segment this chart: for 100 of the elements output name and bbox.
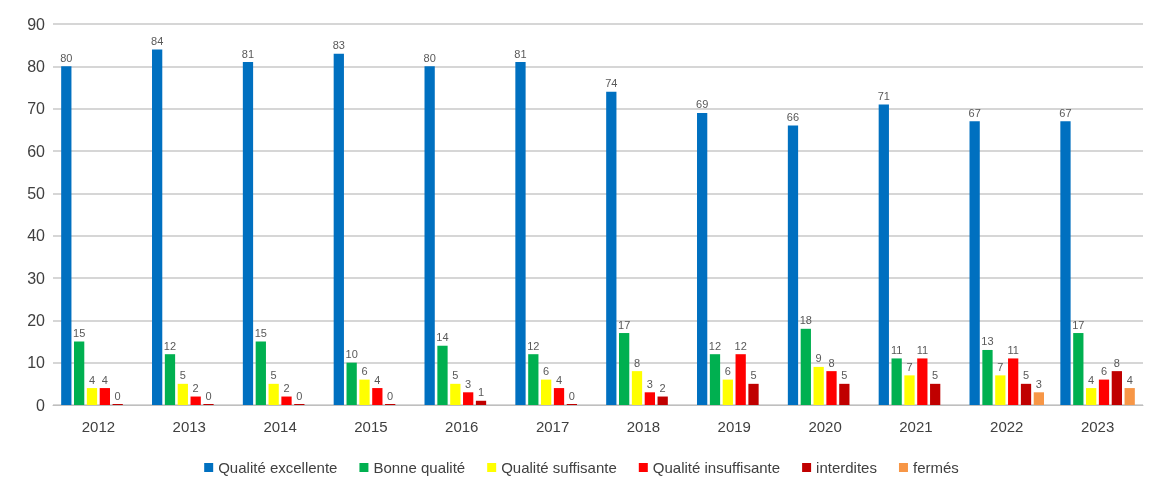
bar	[553, 388, 565, 405]
data-label: 8	[828, 356, 835, 369]
y-tick-label: 40	[27, 227, 46, 245]
data-label: 0	[387, 389, 394, 402]
data-label: 6	[1100, 365, 1108, 378]
bar	[61, 66, 72, 405]
data-label: 0	[568, 389, 575, 402]
bar	[917, 358, 928, 405]
bar	[644, 392, 655, 405]
y-tick-label: 60	[27, 142, 46, 160]
data-label: 2	[283, 382, 290, 395]
data-label: 3	[1035, 377, 1042, 390]
data-label: 81	[241, 47, 255, 60]
bar	[1098, 379, 1110, 405]
y-tick-label: 70	[27, 100, 46, 118]
bar	[528, 354, 539, 405]
data-label: 84	[151, 34, 164, 47]
data-label: 0	[114, 389, 121, 402]
data-label: 74	[605, 77, 618, 90]
data-label: 8	[633, 356, 641, 369]
y-tick-label: 90	[27, 15, 46, 33]
bar	[930, 383, 941, 405]
data-label: 5	[932, 369, 939, 382]
data-label: 67	[968, 106, 981, 119]
legend-label: Bonne qualité	[373, 459, 466, 476]
bar	[1033, 392, 1044, 405]
data-label: 4	[88, 373, 96, 386]
data-label: 4	[374, 373, 381, 386]
data-label: 15	[254, 327, 267, 339]
bar	[86, 388, 98, 405]
data-label: 69	[696, 98, 709, 111]
y-tick-label: 30	[27, 269, 46, 287]
bar	[748, 383, 759, 405]
data-label: 4	[1088, 373, 1095, 386]
bar	[995, 375, 1006, 405]
data-label: 4	[101, 373, 108, 386]
bar	[1008, 358, 1019, 405]
legend-label: Qualité suffisante	[501, 459, 617, 476]
bar	[813, 366, 824, 405]
bar	[904, 375, 915, 405]
data-label: 12	[734, 339, 747, 352]
data-label: 66	[786, 111, 800, 124]
bar	[152, 49, 163, 405]
bar	[878, 104, 889, 405]
bar	[450, 383, 461, 405]
y-tick-label: 20	[27, 311, 46, 329]
y-tick-label: 0	[36, 396, 46, 414]
legend-label: interdites	[816, 459, 877, 476]
x-tick-label: 2014	[263, 418, 297, 435]
bar	[982, 349, 993, 405]
y-tick-label: 50	[27, 184, 46, 202]
data-label: 67	[1059, 106, 1072, 119]
data-label: 5	[1022, 369, 1030, 382]
bar	[437, 345, 448, 405]
legend-label: Qualité insuffisante	[652, 459, 781, 476]
bar	[372, 388, 383, 405]
bar	[1124, 388, 1135, 405]
y-tick-label: 10	[27, 354, 46, 372]
x-tick-label: 2013	[172, 418, 206, 435]
bar	[475, 400, 487, 405]
data-label: 13	[981, 335, 994, 348]
bar	[1060, 121, 1071, 405]
data-label: 0	[205, 389, 212, 402]
bar	[164, 354, 176, 405]
x-tick-label: 2020	[808, 418, 842, 435]
bar	[424, 66, 435, 405]
bar	[1111, 371, 1122, 405]
data-label: 5	[841, 369, 848, 382]
data-label: 10	[345, 348, 358, 361]
data-label: 3	[646, 377, 653, 390]
x-tick-label: 2017	[535, 418, 570, 435]
bar	[1086, 388, 1097, 405]
legend-label: Qualité excellente	[218, 459, 338, 476]
data-label: 1	[477, 386, 485, 399]
data-label: 17	[618, 318, 631, 331]
bar	[515, 62, 526, 405]
bar	[697, 112, 708, 405]
data-label: 7	[997, 360, 1004, 373]
bar	[74, 341, 85, 405]
data-label: 6	[543, 365, 550, 378]
bar	[631, 371, 643, 405]
data-label: 0	[296, 389, 303, 402]
data-label: 4	[1126, 373, 1133, 386]
bar	[839, 383, 850, 405]
data-label: 4	[555, 373, 563, 386]
x-tick-label: 2015	[354, 418, 388, 435]
bar	[787, 125, 799, 405]
bar	[281, 396, 292, 405]
bar	[190, 396, 201, 405]
bar	[1020, 383, 1032, 405]
bar	[709, 354, 721, 405]
x-tick-label: 2018	[626, 418, 661, 435]
data-label: 2	[192, 382, 199, 395]
bar	[541, 379, 552, 405]
data-label: 17	[1072, 318, 1085, 331]
data-label: 5	[452, 369, 459, 382]
bar	[463, 392, 474, 405]
bar	[255, 341, 266, 405]
bar	[735, 354, 746, 405]
bar	[268, 383, 279, 405]
